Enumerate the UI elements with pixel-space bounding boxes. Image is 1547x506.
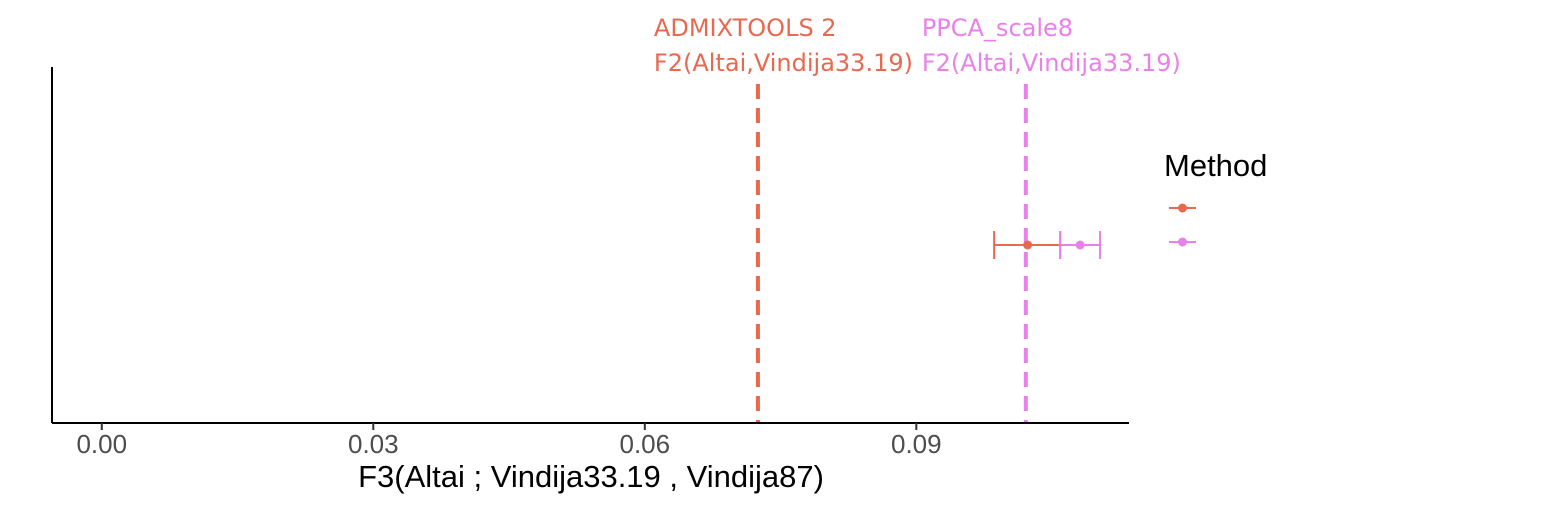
legend-title: Method (1164, 148, 1267, 183)
legend-key (1169, 203, 1196, 213)
x-axis-ticks: 0.00 0.03 0.06 0.09 (76, 423, 942, 459)
series-group (1059, 231, 1102, 259)
x-axis-title: F3(Altai ; Vindija33.19 , Vindija87) (358, 459, 824, 494)
reference-line-label: F2(Altai,Vindija33.19) (654, 49, 913, 77)
reference-line-label: F2(Altai,Vindija33.19) (922, 49, 1181, 77)
x-tick-label: 0.03 (348, 429, 399, 459)
data-point (1075, 240, 1085, 250)
reference-lines (755, 84, 1028, 423)
legend-key (1169, 237, 1196, 247)
x-tick-label: 0.06 (619, 429, 670, 459)
reference-line-label: PPCA_scale8 (922, 14, 1073, 42)
series (993, 231, 1102, 259)
reference-line-labels: ADMIXTOOLS 2 F2(Altai,Vindija33.19) PPCA_s… (654, 14, 1181, 77)
legend-key-point (1178, 237, 1187, 247)
legend: Method (1164, 148, 1267, 247)
x-tick-label: 0.00 (76, 429, 127, 459)
axes (51, 67, 1129, 424)
data-point (1023, 240, 1033, 250)
legend-key-point (1178, 203, 1187, 213)
x-tick-label: 0.09 (891, 429, 942, 459)
reference-line-label: ADMIXTOOLS 2 (654, 14, 837, 42)
